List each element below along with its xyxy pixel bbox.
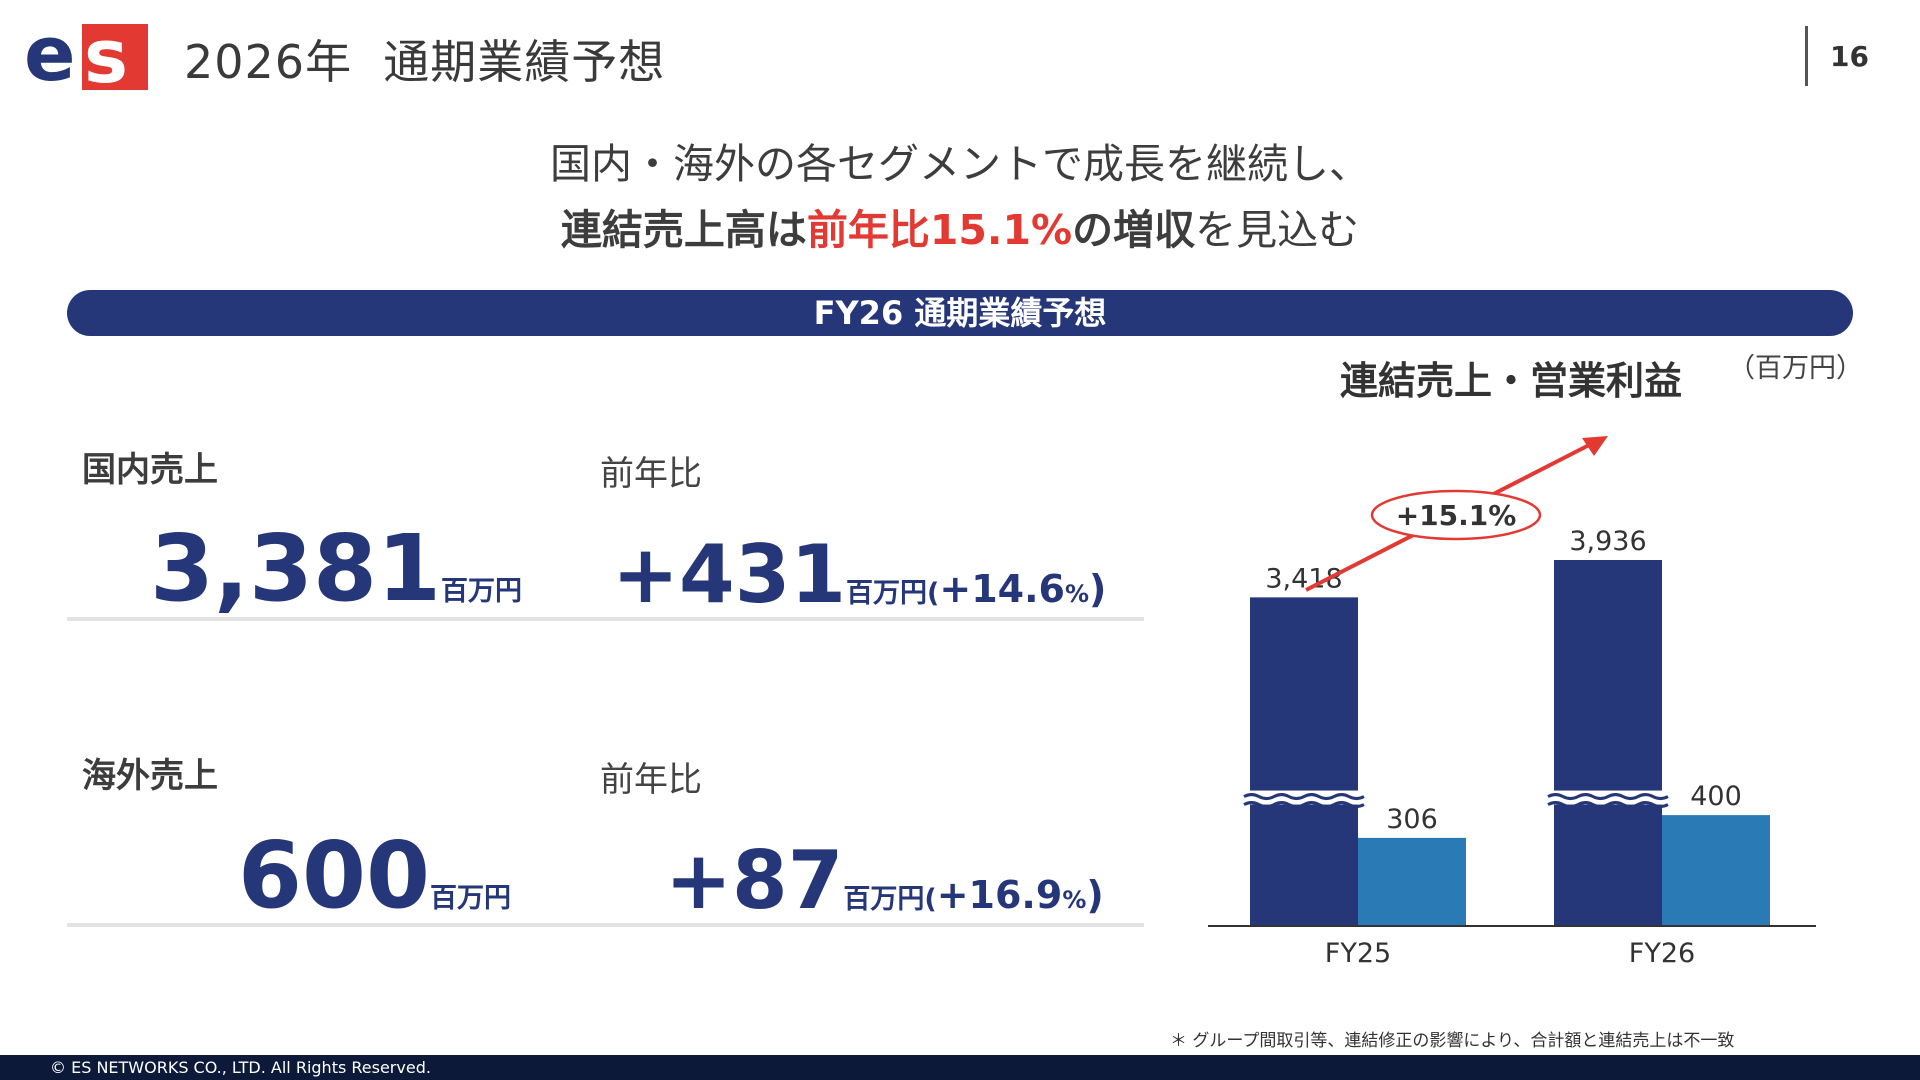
overseas-close-paren: )	[1086, 873, 1104, 917]
overseas-sales-unit: 百万円	[430, 883, 512, 914]
headline-text-c: の増収	[1072, 206, 1196, 254]
chart-unit: （百万円）	[1728, 353, 1863, 384]
growth-annotation-label: +15.1%	[1396, 499, 1517, 532]
bar-value-label: 306	[1386, 804, 1438, 835]
growth-arrow-head	[1582, 436, 1608, 456]
axis-break-mark	[1547, 801, 1669, 809]
domestic-change-unit: 百万円(	[846, 578, 940, 609]
domestic-change-pct: +14.6	[939, 567, 1065, 611]
overseas-sales-value: 600百万円	[238, 822, 511, 929]
axis-break-mark	[1547, 793, 1669, 801]
overseas-change-value: +87百万円(+16.9%)	[665, 834, 1104, 927]
chart-title: 連結売上・営業利益	[1340, 359, 1683, 403]
domestic-close-paren: )	[1089, 567, 1107, 611]
growth-annotation-oval	[1370, 489, 1542, 541]
copyright: © ES NETWORKS CO., LTD. All Rights Reser…	[50, 1058, 431, 1077]
page-number: 16	[1830, 40, 1869, 73]
overseas-separator	[67, 923, 1144, 927]
domestic-separator	[67, 617, 1144, 621]
page-number-divider	[1805, 26, 1808, 86]
domestic-sales-label: 国内売上	[82, 450, 218, 490]
overseas-change-pct: +16.9	[936, 873, 1063, 917]
x-tick-label: FY26	[1629, 938, 1695, 969]
axis-break-mark	[1243, 801, 1365, 809]
x-tick-label: FY25	[1325, 938, 1391, 969]
bar-fy26-series-1	[1554, 560, 1662, 926]
headline-text-d: を見込む	[1195, 206, 1360, 254]
headline-text-a: 連結売上高は	[560, 206, 807, 254]
domestic-sales-value: 3,381百万円	[150, 515, 522, 622]
overseas-sales-number: 600	[238, 822, 431, 929]
domestic-sales-unit: 百万円	[441, 576, 523, 607]
section-banner: FY26 通期業績予想	[67, 290, 1853, 336]
footnote: ＊ グループ間取引等、連結修正の影響により、合計額と連結売上は不一致	[1170, 1031, 1735, 1051]
domestic-change-number: +431	[612, 528, 847, 621]
bar-value-label: 400	[1690, 781, 1742, 812]
footer-bar	[0, 1055, 1920, 1080]
bar-fy25-series-2	[1358, 837, 1466, 926]
bar-fy26-series-2	[1662, 815, 1770, 926]
overseas-change-number: +87	[665, 834, 844, 927]
overseas-change-unit: 百万円(	[843, 884, 937, 915]
domestic-change-value: +431百万円(+14.6%)	[612, 528, 1106, 621]
axis-break-mark	[1243, 793, 1365, 801]
overseas-yoy-label: 前年比	[600, 760, 702, 800]
headline-line-1: 国内・海外の各セグメントで成長を継続し、	[550, 140, 1370, 188]
overseas-pct-sign: %	[1062, 886, 1087, 914]
headline-line-2: 連結売上高は前年比15.1%の増収を見込む	[0, 196, 1920, 256]
page-title: 2026年 通期業績予想	[184, 35, 666, 89]
es-logo: e s	[26, 22, 148, 92]
domestic-yoy-label: 前年比	[600, 454, 702, 494]
domestic-sales-number: 3,381	[150, 515, 442, 622]
bar-value-label: 3,936	[1569, 526, 1646, 557]
logo-letter-s: s	[84, 22, 128, 92]
overseas-sales-label: 海外売上	[82, 756, 218, 796]
logo-letter-e: e	[26, 22, 76, 92]
domestic-pct-sign: %	[1064, 580, 1090, 608]
bar-fy25-series-1	[1250, 597, 1358, 926]
headline-growth-rate: 前年比15.1%	[806, 206, 1073, 254]
